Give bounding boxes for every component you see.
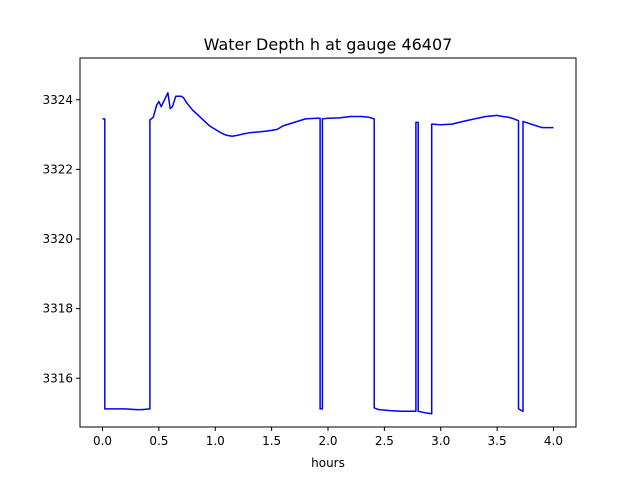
x-tick-label: 0.0 <box>93 434 112 448</box>
x-axis-label: hours <box>311 456 345 470</box>
y-tick-label: 3324 <box>42 93 73 107</box>
y-tick-label: 3320 <box>42 232 73 246</box>
y-tick-label: 3316 <box>42 371 73 385</box>
y-axis: 3316 3318 3320 3322 3324 <box>42 93 80 385</box>
x-tick-label: 4.0 <box>544 434 563 448</box>
y-tick-label: 3318 <box>42 302 73 316</box>
y-tick-label: 3322 <box>42 162 73 176</box>
x-tick-label: 1.0 <box>206 434 225 448</box>
chart-title: Water Depth h at gauge 46407 <box>204 35 453 54</box>
series-line <box>102 92 554 415</box>
x-tick-label: 1.5 <box>262 434 281 448</box>
x-tick-label: 2.0 <box>318 434 337 448</box>
x-tick-label: 3.5 <box>488 434 507 448</box>
x-tick-label: 2.5 <box>375 434 394 448</box>
x-tick-label: 0.5 <box>149 434 168 448</box>
x-tick-label: 3.0 <box>431 434 450 448</box>
plot-area <box>102 92 554 415</box>
x-axis: 0.0 0.5 1.0 1.5 2.0 2.5 3.0 3.5 4.0 <box>93 427 563 448</box>
